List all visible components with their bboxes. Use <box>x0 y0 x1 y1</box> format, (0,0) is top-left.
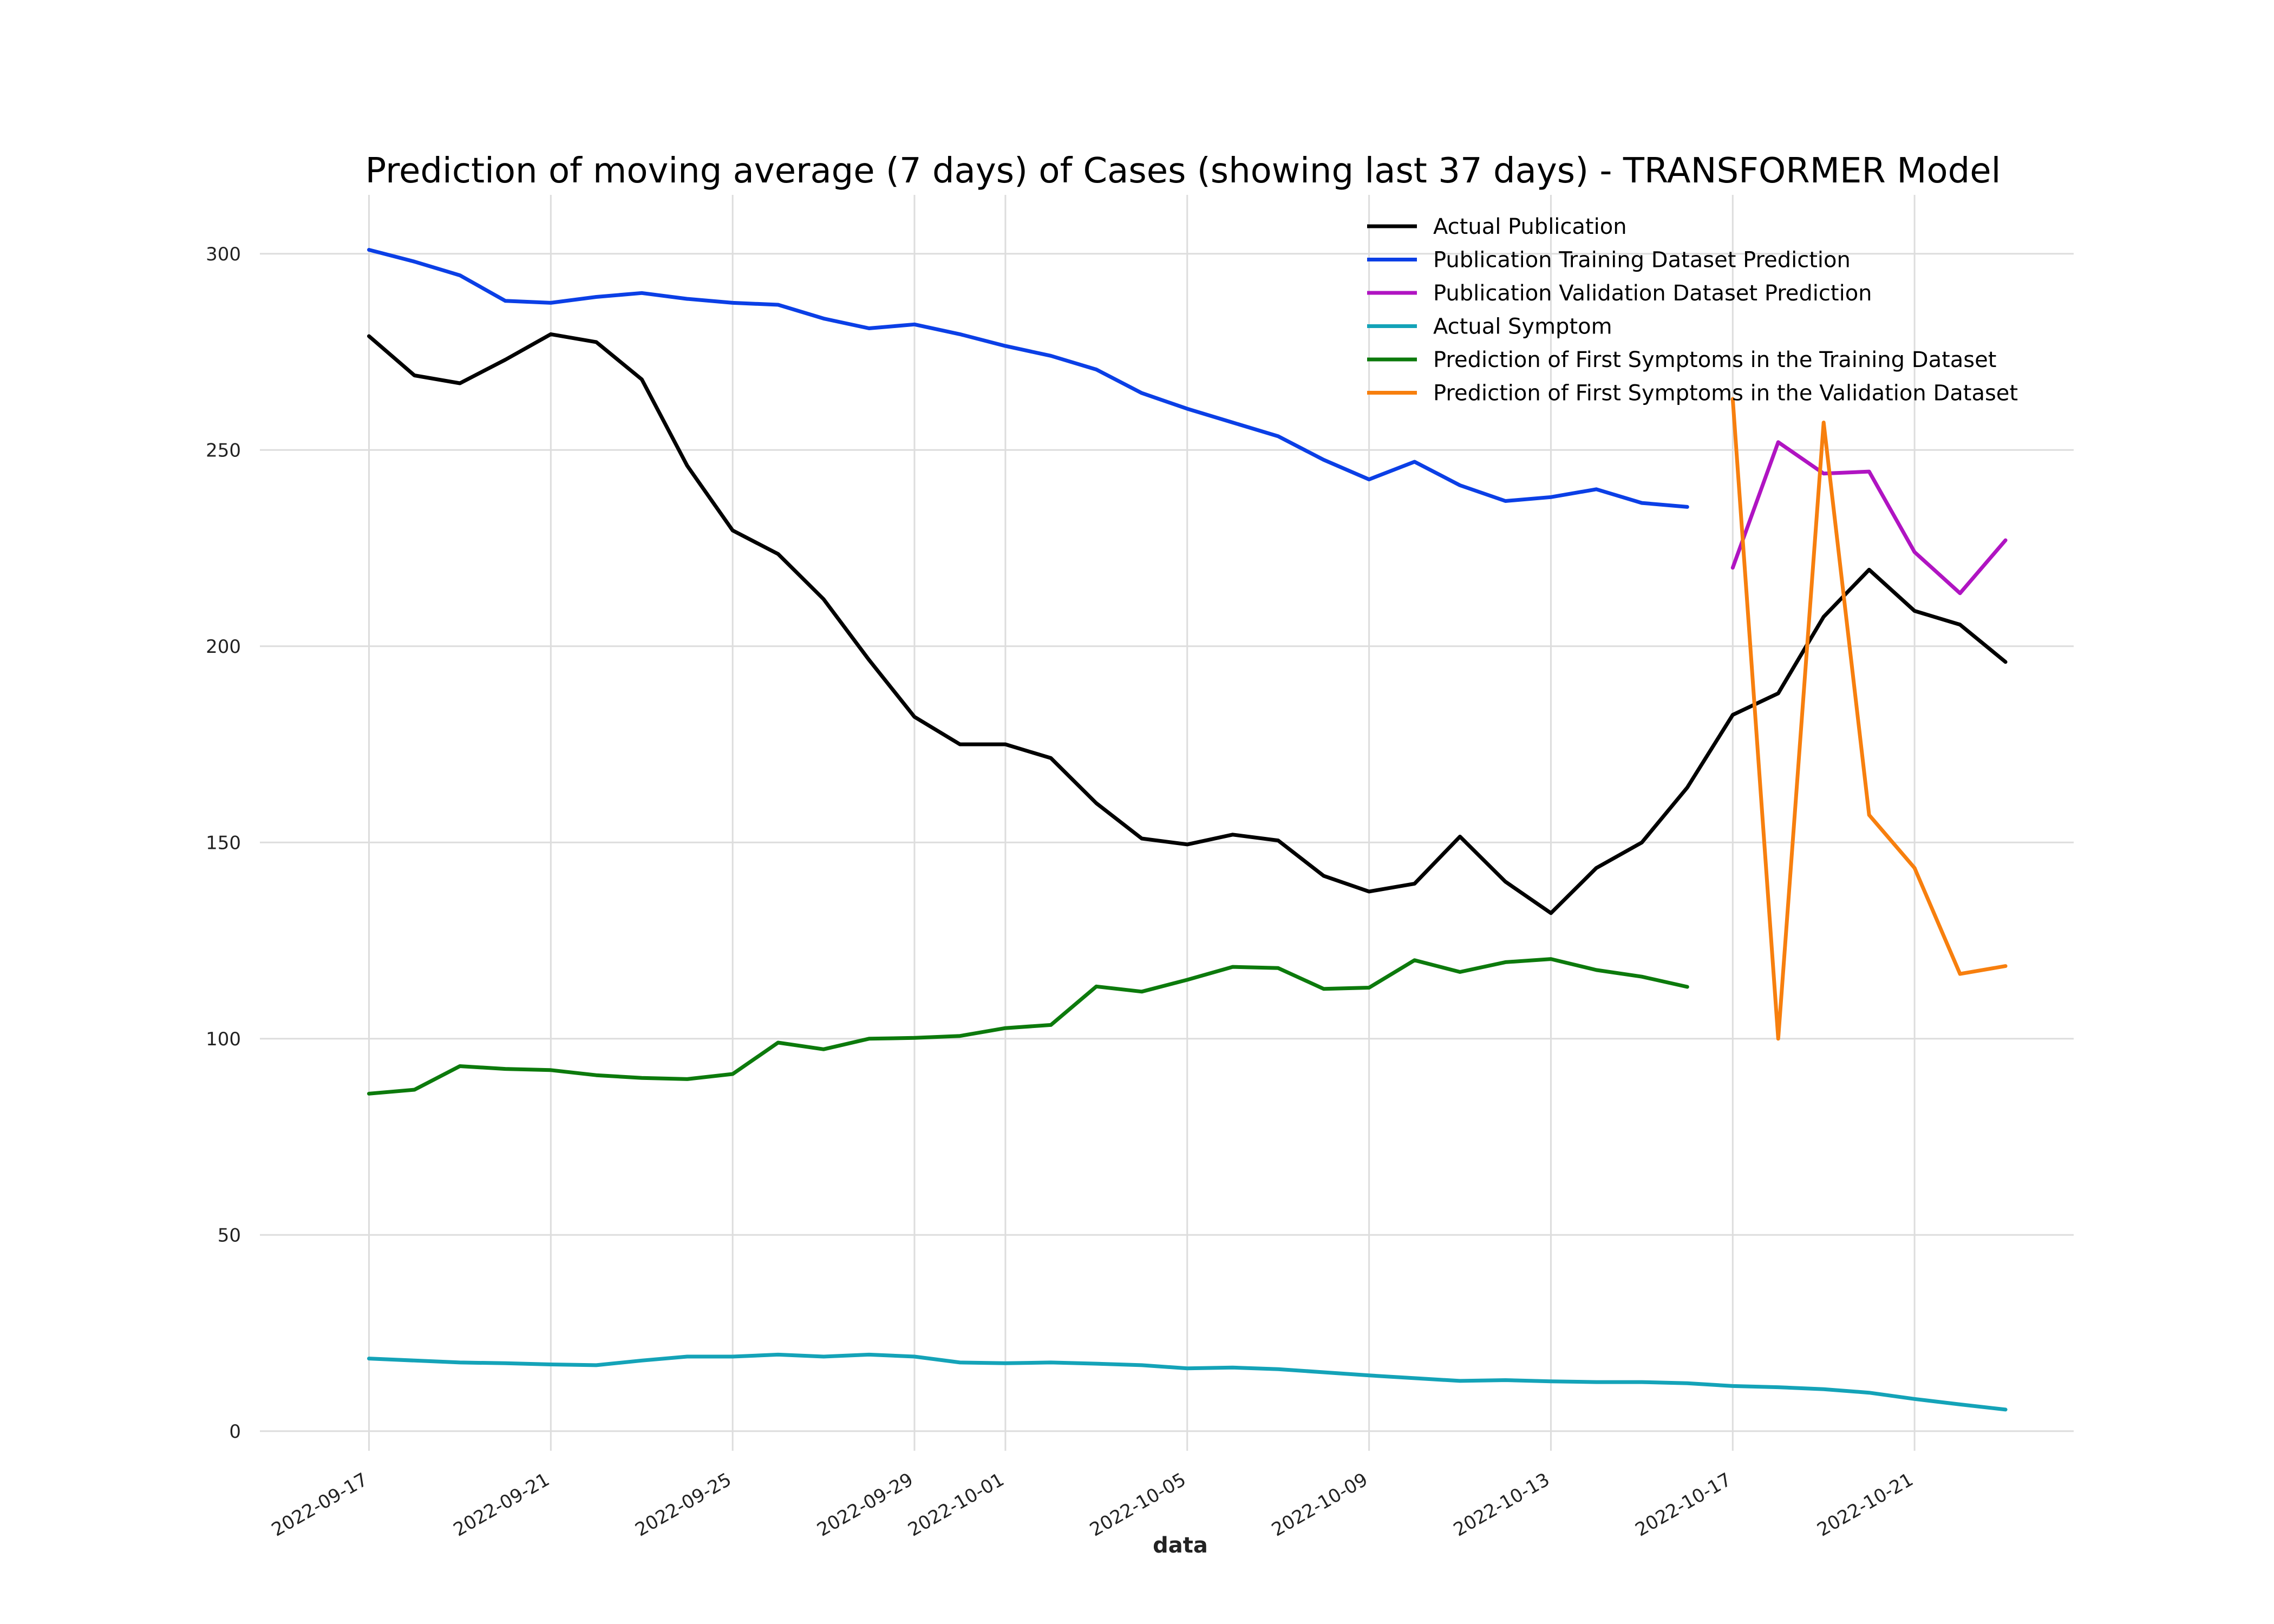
y-tick-label: 0 <box>229 1421 241 1443</box>
legend-entry: Prediction of First Symptoms in the Trai… <box>1433 348 1996 372</box>
x-axis-ticks: 2022-09-17 2022-09-21 2022-09-25 2022-09-29… <box>268 1469 1917 1541</box>
chart-title: Prediction of moving average (7 days) of… <box>365 151 2001 191</box>
series-line-1 <box>367 248 1689 509</box>
y-tick-label: 200 <box>206 636 241 658</box>
x-axis-label: data <box>1153 1533 1208 1558</box>
legend-entry: Actual Publication <box>1433 214 1627 239</box>
y-tick-label: 50 <box>218 1224 241 1246</box>
x-tick-label: 2022-10-17 <box>1632 1469 1735 1541</box>
x-tick-label: 2022-09-17 <box>268 1469 371 1541</box>
series-line-4 <box>367 957 1689 1096</box>
x-tick-label: 2022-10-05 <box>1086 1469 1190 1541</box>
legend-entry: Prediction of First Symptoms in the Vali… <box>1433 381 2018 406</box>
x-tick-label: 2022-10-21 <box>1814 1469 1917 1541</box>
y-tick-label: 100 <box>206 1029 241 1050</box>
x-tick-label: 2022-09-21 <box>450 1469 553 1541</box>
series-line-3 <box>367 1352 2008 1412</box>
series-line-0 <box>367 332 2008 915</box>
y-tick-label: 250 <box>206 440 241 461</box>
x-tick-label: 2022-10-13 <box>1450 1469 1553 1541</box>
grid <box>260 195 2074 1451</box>
series-lines <box>367 248 2008 1412</box>
y-tick-label: 150 <box>206 832 241 854</box>
legend: Actual Publication Publication Training D… <box>1367 214 2018 406</box>
y-axis-ticks: 0 50 100 150 200 250 300 <box>206 244 241 1443</box>
x-tick-label: 2022-09-25 <box>632 1469 735 1541</box>
series-line-5 <box>1730 397 2008 1041</box>
legend-entry: Publication Training Dataset Prediction <box>1433 248 1851 273</box>
x-tick-label: 2022-10-01 <box>904 1469 1008 1541</box>
x-tick-label: 2022-09-29 <box>813 1469 917 1541</box>
x-tick-label: 2022-10-09 <box>1268 1469 1371 1541</box>
legend-entry: Actual Symptom <box>1433 315 1612 339</box>
legend-entry: Publication Validation Dataset Predictio… <box>1433 281 1872 306</box>
y-tick-label: 300 <box>206 244 241 265</box>
series-line-2 <box>1730 440 2008 595</box>
